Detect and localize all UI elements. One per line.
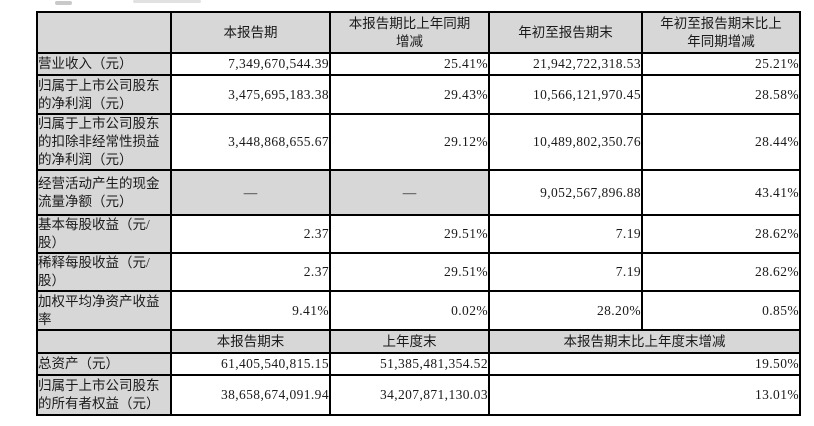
cell-value: 61,405,540,815.15 (170, 352, 331, 376)
table-row-operating-cash-flow: 经营活动产生的现金 流量净额（元） — — 9,052,567,896.88 4… (36, 169, 801, 216)
financial-summary-table: 本报告期 本报告期比上年同期 增减 年初至报告期末 年初至报告期末比上 年同期增… (36, 11, 801, 416)
row-label: 营业收入（元） (36, 52, 172, 76)
cell-value: 7.19 (488, 252, 643, 292)
cell-value: 10,566,121,970.45 (488, 74, 643, 115)
cell-value: 10,489,802,350.76 (488, 113, 643, 171)
table-row-weighted-avg-roe: 加权平均净资产收益 率 9.41% 0.02% 28.20% 0.85% (36, 290, 801, 331)
row-label: 稀释每股收益（元/ 股） (36, 252, 172, 292)
cell-value: 3,475,695,183.38 (170, 74, 331, 115)
cell-value: 9.41% (170, 290, 331, 331)
cell-value: 7,349,670,544.39 (170, 52, 331, 76)
cell-value: 29.43% (329, 74, 490, 115)
table-row-basic-eps: 基本每股收益（元/ 股） 2.37 29.51% 7.19 28.62% (36, 214, 801, 254)
cell-value: 2.37 (170, 252, 331, 292)
row-label: 总资产（元） (36, 352, 172, 376)
col-header-change-vs-prior-year-end: 本报告期末比上年度末增减 (488, 329, 801, 354)
cell-value: 29.51% (329, 252, 490, 292)
main-header-row: 本报告期 本报告期比上年同期 增减 年初至报告期末 年初至报告期末比上 年同期增… (36, 11, 801, 54)
cell-value: 25.21% (641, 52, 801, 76)
cell-value: 28.62% (641, 214, 801, 254)
corner-cell (36, 329, 172, 354)
cell-value: 21,942,722,318.53 (488, 52, 643, 76)
row-label: 归属于上市公司股东 的净利润（元） (36, 74, 172, 115)
row-label: 归属于上市公司股东 的所有者权益（元） (36, 374, 172, 416)
cell-value: 2.37 (170, 214, 331, 254)
row-label: 加权平均净资产收益 率 (36, 290, 172, 331)
cell-value: 51,385,481,354.52 (329, 352, 490, 376)
cell-value: 28.58% (641, 74, 801, 115)
cell-value: 29.12% (329, 113, 490, 171)
table-row-net-profit: 归属于上市公司股东 的净利润（元） 3,475,695,183.38 29.43… (36, 74, 801, 115)
cell-value: 29.51% (329, 214, 490, 254)
cell-value: 9,052,567,896.88 (488, 169, 643, 216)
col-header-current-period: 本报告期 (170, 11, 331, 54)
col-header-ytd: 年初至报告期末 (488, 11, 643, 54)
cell-dash: — (329, 169, 490, 216)
table-row-net-profit-excl-nonrecurring: 归属于上市公司股东 的扣除非经常性损益 的净利润（元） 3,448,868,65… (36, 113, 801, 171)
cell-value: 34,207,871,130.03 (329, 374, 490, 416)
cell-value: 28.20% (488, 290, 643, 331)
cell-value: 7.19 (488, 214, 643, 254)
clipped-text-artifact (133, 0, 201, 3)
clipped-text-artifact (55, 1, 72, 5)
cell-value: 28.62% (641, 252, 801, 292)
row-label: 基本每股收益（元/ 股） (36, 214, 172, 254)
col-header-prior-year-end: 上年度末 (329, 329, 490, 354)
cell-value: 0.85% (641, 290, 801, 331)
table-row-total-assets: 总资产（元） 61,405,540,815.15 51,385,481,354.… (36, 352, 801, 376)
cell-dash: — (170, 169, 331, 216)
cell-value: 13.01% (488, 374, 801, 416)
row-label: 经营活动产生的现金 流量净额（元） (36, 169, 172, 216)
cell-value: 0.02% (329, 290, 490, 331)
col-header-ytd-vs-prior: 年初至报告期末比上 年同期增减 (641, 11, 801, 54)
corner-cell (36, 11, 172, 54)
cell-value: 19.50% (488, 352, 801, 376)
col-header-period-end: 本报告期末 (170, 329, 331, 354)
table-row-diluted-eps: 稀释每股收益（元/ 股） 2.37 29.51% 7.19 28.62% (36, 252, 801, 292)
cell-value: 43.41% (641, 169, 801, 216)
table-row-shareholders-equity: 归属于上市公司股东 的所有者权益（元） 38,658,674,091.94 34… (36, 374, 801, 416)
cell-value: 28.44% (641, 113, 801, 171)
row-label: 归属于上市公司股东 的扣除非经常性损益 的净利润（元） (36, 113, 172, 171)
col-header-current-vs-prior: 本报告期比上年同期 增减 (329, 11, 490, 54)
cell-value: 3,448,868,655.67 (170, 113, 331, 171)
cell-value: 38,658,674,091.94 (170, 374, 331, 416)
balance-header-row: 本报告期末 上年度末 本报告期末比上年度末增减 (36, 329, 801, 354)
cell-value: 25.41% (329, 52, 490, 76)
table-row-revenue: 营业收入（元） 7,349,670,544.39 25.41% 21,942,7… (36, 52, 801, 76)
